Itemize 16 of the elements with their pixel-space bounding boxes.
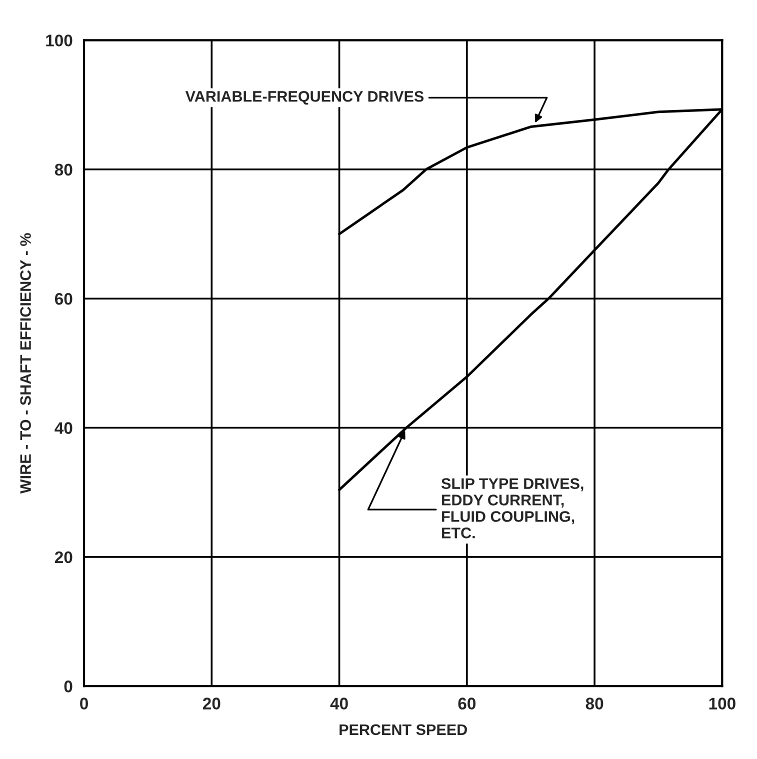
y-tick-label: 0 bbox=[64, 680, 72, 692]
y-tick-label: 20 bbox=[54, 551, 72, 564]
annotation: SLIP TYPE DRIVES, EDDY CURRENT, FLUID COUPLING, ETC. bbox=[441, 478, 584, 538]
y-tick-label: 60 bbox=[54, 292, 72, 305]
y-tick-label: 80 bbox=[54, 164, 72, 176]
x-tick-label: 60 bbox=[458, 698, 476, 710]
y-tick-label: 40 bbox=[54, 422, 72, 434]
annotation: VARIABLE-FREQUENCY DRIVES bbox=[185, 90, 424, 105]
y-tick-label: 100 bbox=[46, 34, 72, 46]
x-tick-label: 40 bbox=[330, 698, 348, 710]
x-tick-label: 100 bbox=[709, 698, 736, 710]
x-tick-label: 0 bbox=[80, 698, 88, 710]
x-tick-label: 20 bbox=[202, 698, 220, 710]
x-axis-title: PERCENT SPEED bbox=[340, 724, 467, 736]
x-tick-label: 80 bbox=[586, 698, 604, 710]
y-axis-title: WIRE - TO - SHAFT EFFICIENCY - % bbox=[20, 233, 31, 494]
